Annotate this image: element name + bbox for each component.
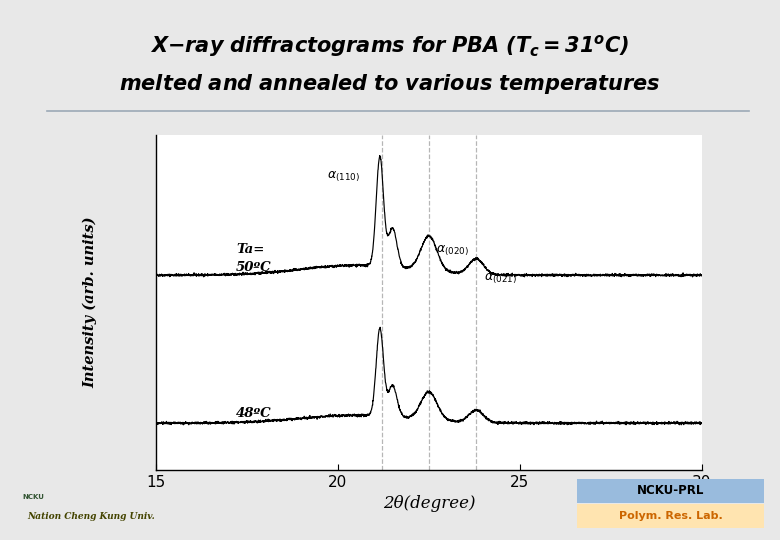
Text: $\bfit{X}$$\bfit{-ray\ diffractograms\ for\ PBA\ }$$\bfit{(T_c=31^oC)}$: $\bfit{X}$$\bfit{-ray\ diffractograms\ f…	[151, 33, 629, 59]
Text: Ta=: Ta=	[236, 244, 264, 256]
FancyBboxPatch shape	[577, 479, 764, 503]
Text: $\alpha_{(110)}$: $\alpha_{(110)}$	[327, 170, 360, 184]
Text: 50ºC: 50ºC	[236, 261, 271, 274]
FancyBboxPatch shape	[577, 503, 764, 528]
Text: $\bfit{melted\ and\ annealed\ to\ various\ temperatures}$: $\bfit{melted\ and\ annealed\ to\ variou…	[119, 72, 661, 96]
Text: (arb. units): (arb. units)	[122, 267, 135, 338]
X-axis label: 2θ(degree): 2θ(degree)	[383, 495, 475, 512]
Text: NCKU: NCKU	[22, 494, 44, 500]
Text: NCKU-PRL: NCKU-PRL	[637, 484, 704, 497]
Text: Polym. Res. Lab.: Polym. Res. Lab.	[619, 511, 723, 521]
Text: Nation Cheng Kung Univ.: Nation Cheng Kung Univ.	[27, 512, 155, 522]
Text: $\alpha_{(020)}$: $\alpha_{(020)}$	[436, 244, 470, 258]
Text: $\alpha_{(021)}$: $\alpha_{(021)}$	[484, 272, 516, 286]
Text: 48ºC: 48ºC	[236, 407, 271, 420]
Text: Intensity (arb. units): Intensity (arb. units)	[83, 217, 97, 388]
